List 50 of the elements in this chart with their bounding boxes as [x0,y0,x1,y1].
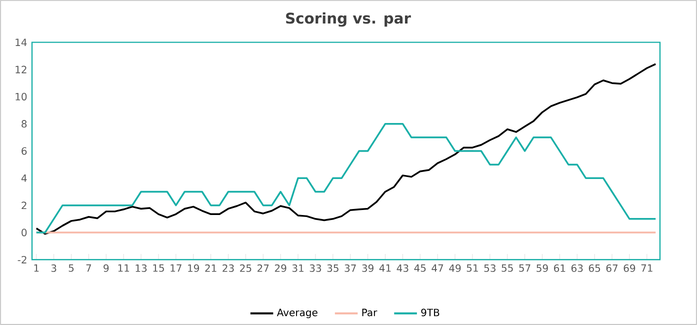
x-tick-label: 37 [344,264,356,272]
x-tick-label: 15 [153,264,164,272]
x-tick-label: 13 [136,264,147,272]
y-tick-label: 2 [22,202,26,210]
y-tick-label: 0 [22,228,27,236]
x-tick-label: 45 [414,264,426,272]
x-tick-label: 53 [484,264,496,272]
x-tick-label: 65 [588,264,600,272]
x-tick-label: 63 [571,264,583,272]
y-tick-label: 6 [22,147,27,155]
x-tick-label: 51 [466,264,478,272]
x-tick-label: 71 [641,264,652,272]
x-tick-label: 11 [118,264,130,272]
line-series [36,63,656,235]
x-tick-label: 5 [68,264,74,272]
x-tick-label: 67 [606,264,618,272]
x-tick-label: 49 [449,264,461,272]
x-tick-label: 3 [51,264,56,272]
x-tick-label: 21 [205,264,216,272]
x-tick-label: 41 [379,264,391,272]
x-tick-label: 23 [222,264,234,272]
y-tick-label: 4 [21,174,27,182]
y-tick-label: 14 [16,38,27,46]
x-tick-label: 19 [188,264,200,272]
x-tick-label: 29 [274,264,286,272]
legend-label: Average [276,308,318,318]
x-tick-label: 55 [502,264,513,272]
x-tick-label: 39 [362,264,374,272]
x-tick-label: 25 [240,264,252,272]
x-tick-label: 1 [34,264,39,272]
y-tick-label: 10 [16,92,27,100]
x-tick-label: 57 [519,264,530,272]
y-tick-label: 8 [22,120,27,128]
x-tick-label: 7 [86,264,92,272]
legend-label: Par [362,308,378,316]
x-tick-label: 47 [432,264,444,272]
x-tick-label: 9 [104,264,109,272]
legend-label: 9TB [421,308,440,316]
x-tick-label: 59 [536,264,548,272]
x-tick-label: 17 [170,264,182,272]
x-tick-label: 35 [327,264,338,272]
x-tick-label: 33 [310,264,322,272]
x-tick-label: 43 [396,264,408,272]
x-tick-label: 61 [554,264,566,272]
chart-title: Scoring vs. par [286,12,411,27]
x-tick-label: 69 [624,264,636,272]
y-tick-label: 12 [16,66,26,74]
x-tick-label: 27 [258,264,269,272]
y-tick-label: -2 [18,256,26,264]
x-tick-label: 31 [292,264,304,272]
